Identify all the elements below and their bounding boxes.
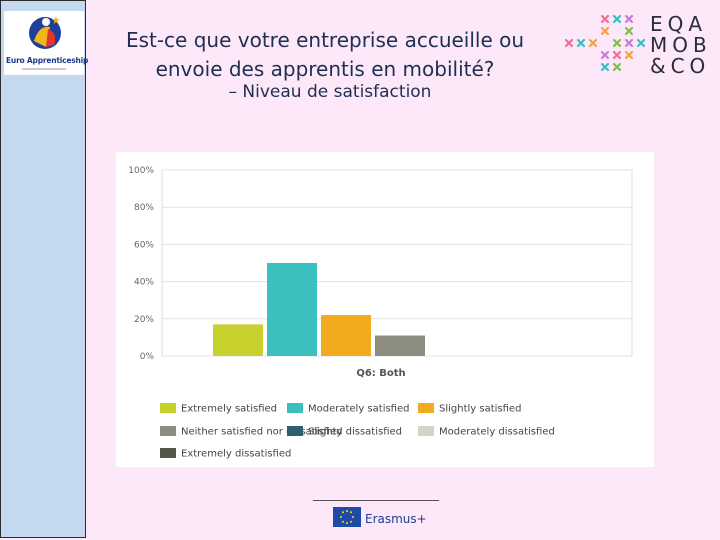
left-brand-text: Euro Apprenticeship <box>6 56 89 65</box>
legend-label: Extremely satisfied <box>181 404 277 415</box>
euro-apprenticeship-logo: Euro Apprenticeship <box>4 11 89 75</box>
eu-flag-icon <box>333 507 361 527</box>
brand-tagline-line <box>22 68 66 70</box>
satisfaction-bar-chart: 0% 20% 40% 60% 80% 100% Q6: Both Extremely sa… <box>128 166 633 460</box>
y-tick-label: 0% <box>140 352 155 362</box>
legend-swatch <box>287 403 303 413</box>
legend-label: Slighty dissatisfied <box>308 427 402 438</box>
legend-swatch <box>287 426 303 436</box>
legend-swatch <box>160 448 176 458</box>
y-tick-label: 60% <box>134 240 154 250</box>
legend-label: Moderately satisfied <box>308 404 409 415</box>
eqamob-wordmark: EQA MOB &CO <box>650 14 712 77</box>
wordmark-line: EQA <box>650 12 708 36</box>
bar-extremely-satisfied <box>213 324 263 356</box>
bar-slightly-satisfied <box>321 315 371 356</box>
slide-subtitle: – Niveau de satisfaction <box>228 82 432 102</box>
legend-swatch <box>418 426 434 436</box>
y-tick-label: 20% <box>134 315 154 325</box>
wordmark-line: MOB <box>650 33 712 57</box>
y-tick-label: 40% <box>134 278 154 288</box>
footer-divider <box>313 500 439 501</box>
y-axis-ticks: 0% 20% 40% 60% 80% 100% <box>128 166 154 362</box>
legend-swatch <box>160 403 176 413</box>
x-axis-label: Q6: Both <box>356 368 405 379</box>
legend-label: Extremely dissatisfied <box>181 449 291 460</box>
slide-title: Est-ce que votre entreprise accueille ou… <box>125 28 525 81</box>
y-tick-label: 100% <box>128 166 154 176</box>
y-tick-label: 80% <box>134 203 154 213</box>
bar-neither-satisfied-nor-dissatisfied <box>375 335 425 356</box>
eqamob-logo: EQA MOB &CO <box>562 10 712 77</box>
legend: Extremely satisfied Moderately satisfied S… <box>160 403 555 460</box>
apprentice-figure-icon <box>29 16 61 49</box>
legend-label: Neither satisfied nor dissatisfied <box>181 427 342 438</box>
bars <box>213 263 425 356</box>
legend-swatch <box>160 426 176 436</box>
arrows-mark-icon <box>564 14 646 72</box>
left-sidebar: Euro Apprenticeship <box>0 0 89 538</box>
legend-label: Slightly satisfied <box>439 404 521 415</box>
erasmus-label: Erasmus+ <box>365 512 427 526</box>
chart-panel: 0% 20% 40% 60% 80% 100% Q6: Both Extremely sa… <box>116 152 654 467</box>
legend-swatch <box>418 403 434 413</box>
wordmark-line: &CO <box>650 54 711 78</box>
bar-moderately-satisfied <box>267 263 317 356</box>
legend-label: Moderately dissatisfied <box>439 427 555 438</box>
